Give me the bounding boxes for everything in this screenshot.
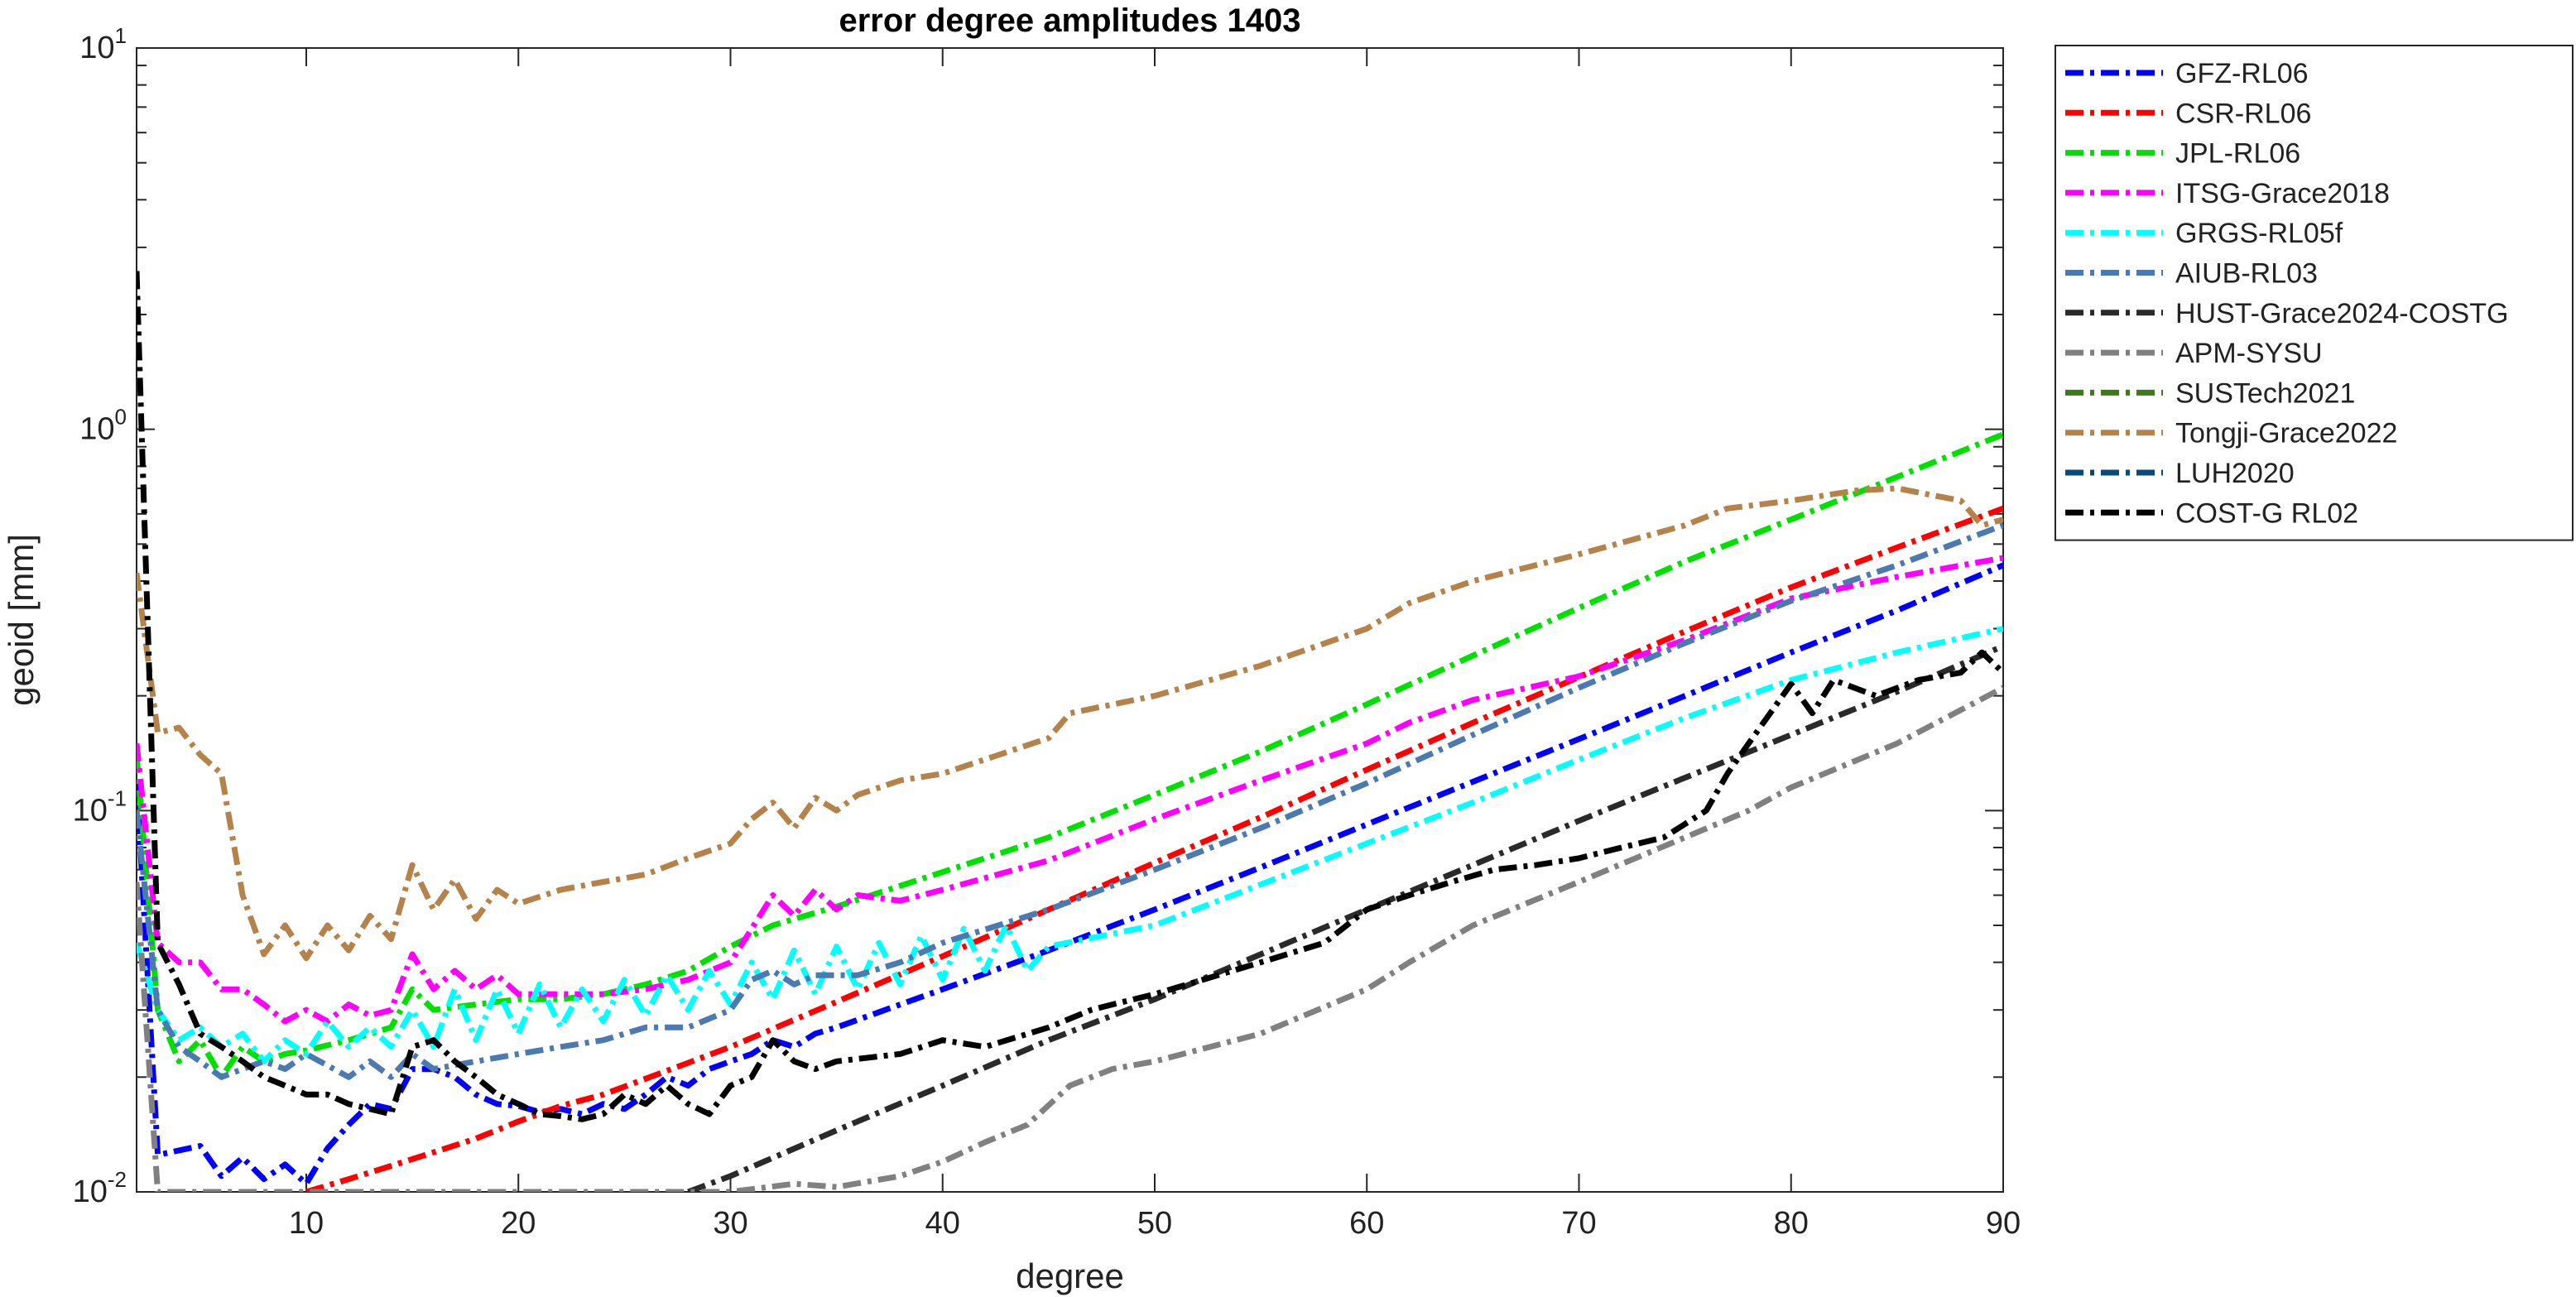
legend-entry: SUSTech2021 bbox=[2065, 377, 2355, 409]
x-tick-label: 70 bbox=[1561, 1206, 1596, 1241]
legend-entry: CSR-RL06 bbox=[2065, 98, 2311, 129]
y-axis-label: geoid [mm] bbox=[2, 534, 41, 706]
legend-label: JPL-RL06 bbox=[2175, 138, 2300, 170]
series-line-5 bbox=[137, 522, 2003, 1080]
y-tick-label: 101 bbox=[79, 23, 127, 65]
legend-label: Tongji-Grace2022 bbox=[2175, 418, 2397, 449]
legend-label: APM-SYSU bbox=[2175, 338, 2323, 369]
legend-entry: GFZ-RL06 bbox=[2065, 58, 2309, 89]
series-line-9 bbox=[137, 485, 2003, 962]
x-tick-label: 80 bbox=[1774, 1206, 1809, 1241]
series-line-3 bbox=[137, 555, 2003, 1025]
legend-entry: APM-SYSU bbox=[2065, 338, 2323, 369]
legend-entry: GRGS-RL05f bbox=[2065, 218, 2343, 249]
x-tick-label: 60 bbox=[1349, 1206, 1384, 1241]
series-line-11 bbox=[137, 271, 2003, 1122]
series-lines bbox=[137, 271, 2003, 1192]
chart-title: error degree amplitudes 1403 bbox=[839, 2, 1300, 39]
x-tick-label: 10 bbox=[289, 1206, 324, 1241]
x-tick-label: 40 bbox=[925, 1206, 960, 1241]
x-tick-label: 20 bbox=[501, 1206, 536, 1241]
legend-label: COST-G RL02 bbox=[2175, 497, 2358, 529]
y-tick-exp: 1 bbox=[115, 23, 127, 48]
legend-entry: AIUB-RL03 bbox=[2065, 258, 2318, 290]
legend-entry: LUH2020 bbox=[2065, 458, 2295, 489]
y-tick-label: 10-2 bbox=[73, 1167, 127, 1209]
series-line-7 bbox=[137, 685, 2003, 1192]
y-tick-base: 10 bbox=[73, 793, 108, 828]
y-tick-base: 10 bbox=[79, 412, 114, 447]
legend: GFZ-RL06 CSR-RL06 JPL-RL06 ITSG-Grace2018 GR… bbox=[2055, 45, 2574, 541]
x-tick-label: 90 bbox=[1986, 1206, 2021, 1241]
x-tick-label: 30 bbox=[713, 1206, 747, 1241]
x-tick-label: 50 bbox=[1137, 1206, 1172, 1241]
legend-entries: GFZ-RL06 CSR-RL06 JPL-RL06 ITSG-Grace2018 GR… bbox=[2065, 58, 2508, 529]
legend-entry: ITSG-Grace2018 bbox=[2065, 178, 2390, 209]
legend-label: GRGS-RL05f bbox=[2175, 218, 2343, 249]
legend-label: AIUB-RL03 bbox=[2175, 258, 2318, 290]
legend-entry: Tongji-Grace2022 bbox=[2065, 418, 2397, 449]
legend-entry: JPL-RL06 bbox=[2065, 138, 2300, 170]
legend-label: HUST-Grace2024-COSTG bbox=[2175, 298, 2508, 329]
legend-label: ITSG-Grace2018 bbox=[2175, 178, 2390, 209]
legend-entry: HUST-Grace2024-COSTG bbox=[2065, 298, 2508, 329]
legend-label: SUSTech2021 bbox=[2175, 377, 2355, 409]
y-tick-label: 10-1 bbox=[73, 785, 127, 828]
y-tick-exp: 0 bbox=[115, 405, 127, 430]
plot-area bbox=[136, 47, 2004, 1193]
y-tick-label: 100 bbox=[79, 405, 127, 447]
series-line-6 bbox=[687, 643, 2003, 1192]
legend-label: LUH2020 bbox=[2175, 458, 2295, 489]
legend-label: GFZ-RL06 bbox=[2175, 58, 2309, 89]
legend-label: CSR-RL06 bbox=[2175, 98, 2311, 129]
legend-entry: COST-G RL02 bbox=[2065, 497, 2358, 529]
legend-box bbox=[2055, 45, 2574, 541]
y-tick-exp: -1 bbox=[108, 785, 127, 810]
y-tick-base: 10 bbox=[73, 1175, 108, 1209]
x-axis-label: degree bbox=[1016, 1256, 1124, 1295]
series-line-4 bbox=[137, 626, 2003, 1064]
y-tick-base: 10 bbox=[79, 31, 114, 65]
y-tick-exp: -2 bbox=[108, 1167, 127, 1192]
